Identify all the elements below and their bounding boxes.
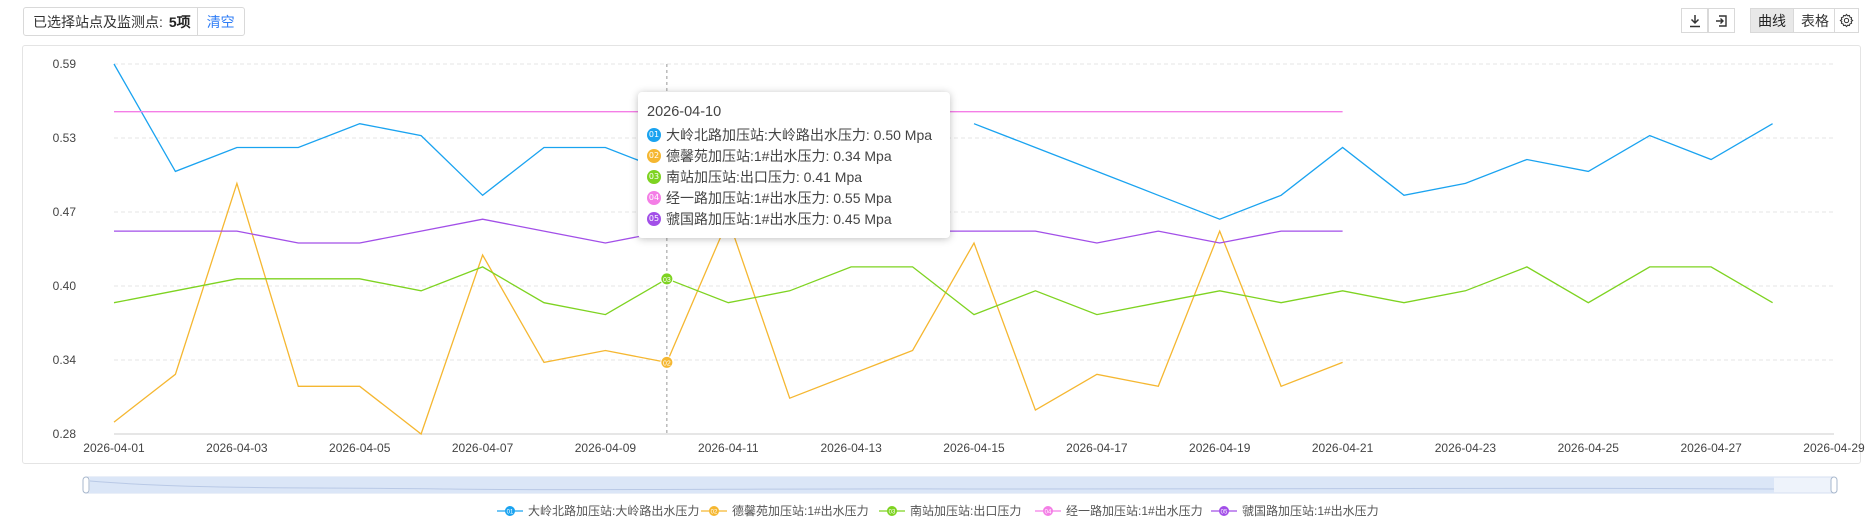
legend-item-01[interactable]: 01 大岭北路加压站:大岭路出水压力 [497,503,699,518]
selected-points-count: 5项 [168,13,191,30]
x-tick-label: 2026-04-11 [698,441,759,455]
legend-item-05[interactable]: 05 虢国路加压站:1#出水压力 [1211,503,1379,518]
hover-markers: 02 03 [660,272,674,369]
legend-marker-label: 02 [711,510,718,516]
tooltip-row-text: 大岭北路加压站:大岭路出水压力: 0.50 Mpa [666,126,933,143]
tooltip-date: 2026-04-10 [647,104,722,120]
legend-marker-label: 04 [1045,510,1052,516]
x-tick-label: 2026-04-25 [1558,441,1620,455]
chart-tooltip: 2026-04-10 01 大岭北路加压站:大岭路出水压力: 0.50 Mpa 02… [638,92,950,238]
gear-icon [1839,13,1854,28]
y-tick-label: 0.59 [53,57,77,71]
legend-item-03[interactable]: 03 南站加压站:出口压力 [879,503,1021,518]
data-zoom-slider[interactable] [82,476,1838,494]
download-button[interactable] [1681,8,1708,33]
y-tick-label: 0.34 [53,353,77,367]
legend-marker-label: 05 [1221,510,1228,516]
clear-button[interactable]: 清空 [196,8,244,35]
x-tick-label: 2026-04-21 [1312,441,1374,455]
zoom-handle-left[interactable] [82,476,90,494]
hover-marker-02 [660,355,674,369]
zoom-preview-line [89,480,1775,491]
tooltip-row-text: 德馨苑加压站:1#出水压力: 0.34 Mpa [666,147,892,164]
legend-marker [887,506,897,516]
x-tick-label: 2026-04-01 [83,441,145,455]
x-tick-label: 2026-04-15 [943,441,1005,455]
view-toggle: 曲线 表格 [1750,8,1837,33]
legend-marker [1219,506,1229,516]
x-tick-label: 2026-04-13 [820,441,882,455]
selected-points-box: 已选择站点及监测点: 5项 清空 [23,7,245,36]
legend-label: 德馨苑加压站:1#出水压力 [732,503,869,518]
legend-item-04[interactable]: 04 经一路加压站:1#出水压力 [1035,503,1203,518]
tooltip-row: 01 大岭北路加压站:大岭路出水压力: 0.50 Mpa [647,124,950,145]
tooltip-badge: 04 [647,190,661,205]
y-axis: 0.28 0.34 0.40 0.47 0.53 0.59 [53,57,77,441]
y-tick-label: 0.28 [53,427,77,441]
x-tick-label: 2026-04-03 [206,441,268,455]
tooltip-row-text: 虢国路加压站:1#出水压力: 0.45 Mpa [666,210,892,227]
hover-marker-03 [660,272,674,286]
tooltip-badge: 01 [647,127,661,142]
settings-button[interactable] [1834,8,1859,33]
tooltip-badge: 05 [647,211,661,226]
tooltip-row-text: 南站加压站:出口压力: 0.41 Mpa [666,168,863,185]
series-line-03 [113,266,1773,316]
x-tick-label: 2026-04-05 [329,441,391,455]
series-line-01 [113,63,668,197]
x-tick-label: 2026-04-09 [575,441,637,455]
legend-marker-label: 03 [889,510,896,516]
toolbar: 已选择站点及监测点: 5项 清空 曲线 表格 [0,0,1871,40]
x-axis: 2026-04-01 2026-04-03 2026-04-05 2026-04-07… [83,441,1865,455]
tooltip-rows: 01 大岭北路加压站:大岭路出水压力: 0.50 Mpa 02 德馨苑加压站:1#出水… [647,124,950,229]
tooltip-row: 05 虢国路加压站:1#出水压力: 0.45 Mpa [647,208,950,229]
x-tick-label: 2026-04-07 [452,441,514,455]
view-curve-button[interactable]: 曲线 [1751,9,1793,32]
legend-label: 南站加压站:出口压力 [910,503,1021,518]
legend-item-02[interactable]: 02 德馨苑加压站:1#出水压力 [701,503,869,518]
tooltip-row: 04 经一路加压站:1#出水压力: 0.55 Mpa [647,187,950,208]
legend-marker [709,506,719,516]
x-tick-label: 2026-04-23 [1435,441,1497,455]
zoom-window[interactable] [90,477,1774,493]
tooltip-badge: 02 [647,148,661,163]
grid-lines [114,63,1834,435]
tooltip-row: 02 德馨苑加压站:1#出水压力: 0.34 Mpa [647,145,950,166]
view-table-button[interactable]: 表格 [1793,9,1836,32]
download-icon [1689,14,1700,27]
zoom-handle-right[interactable] [1830,476,1838,494]
hover-marker-label: 03 [663,277,671,284]
legend-label: 大岭北路加压站:大岭路出水压力 [528,503,699,518]
tooltip-row-text: 经一路加压站:1#出水压力: 0.55 Mpa [666,189,892,206]
y-tick-label: 0.40 [53,279,77,293]
tooltip-badge: 03 [647,169,661,184]
legend-marker [505,506,515,516]
y-tick-label: 0.53 [53,131,77,145]
legend-marker [1043,506,1053,516]
export-icon [1715,14,1727,27]
legend-label: 虢国路加压站:1#出水压力 [1242,503,1379,518]
tooltip-row: 03 南站加压站:出口压力: 0.41 Mpa [647,166,950,187]
legend-marker-label: 01 [507,510,514,516]
export-button[interactable] [1708,8,1735,33]
x-tick-label: 2026-04-17 [1066,441,1128,455]
series-line-01 [973,123,1773,220]
hover-marker-label: 02 [663,360,671,367]
y-tick-label: 0.47 [53,205,77,219]
selected-points-label: 已选择站点及监测点: [33,13,163,30]
legend: 01 大岭北路加压站:大岭路出水压力 02 德馨苑加压站:1#出水压力 03 南站加压站:… [497,503,1379,518]
x-tick-label: 2026-04-19 [1189,441,1251,455]
legend-label: 经一路加压站:1#出水压力 [1066,503,1203,518]
x-tick-label: 2026-04-29 [1803,441,1865,455]
chart-frame [22,45,1861,464]
x-tick-label: 2026-04-27 [1680,441,1742,455]
